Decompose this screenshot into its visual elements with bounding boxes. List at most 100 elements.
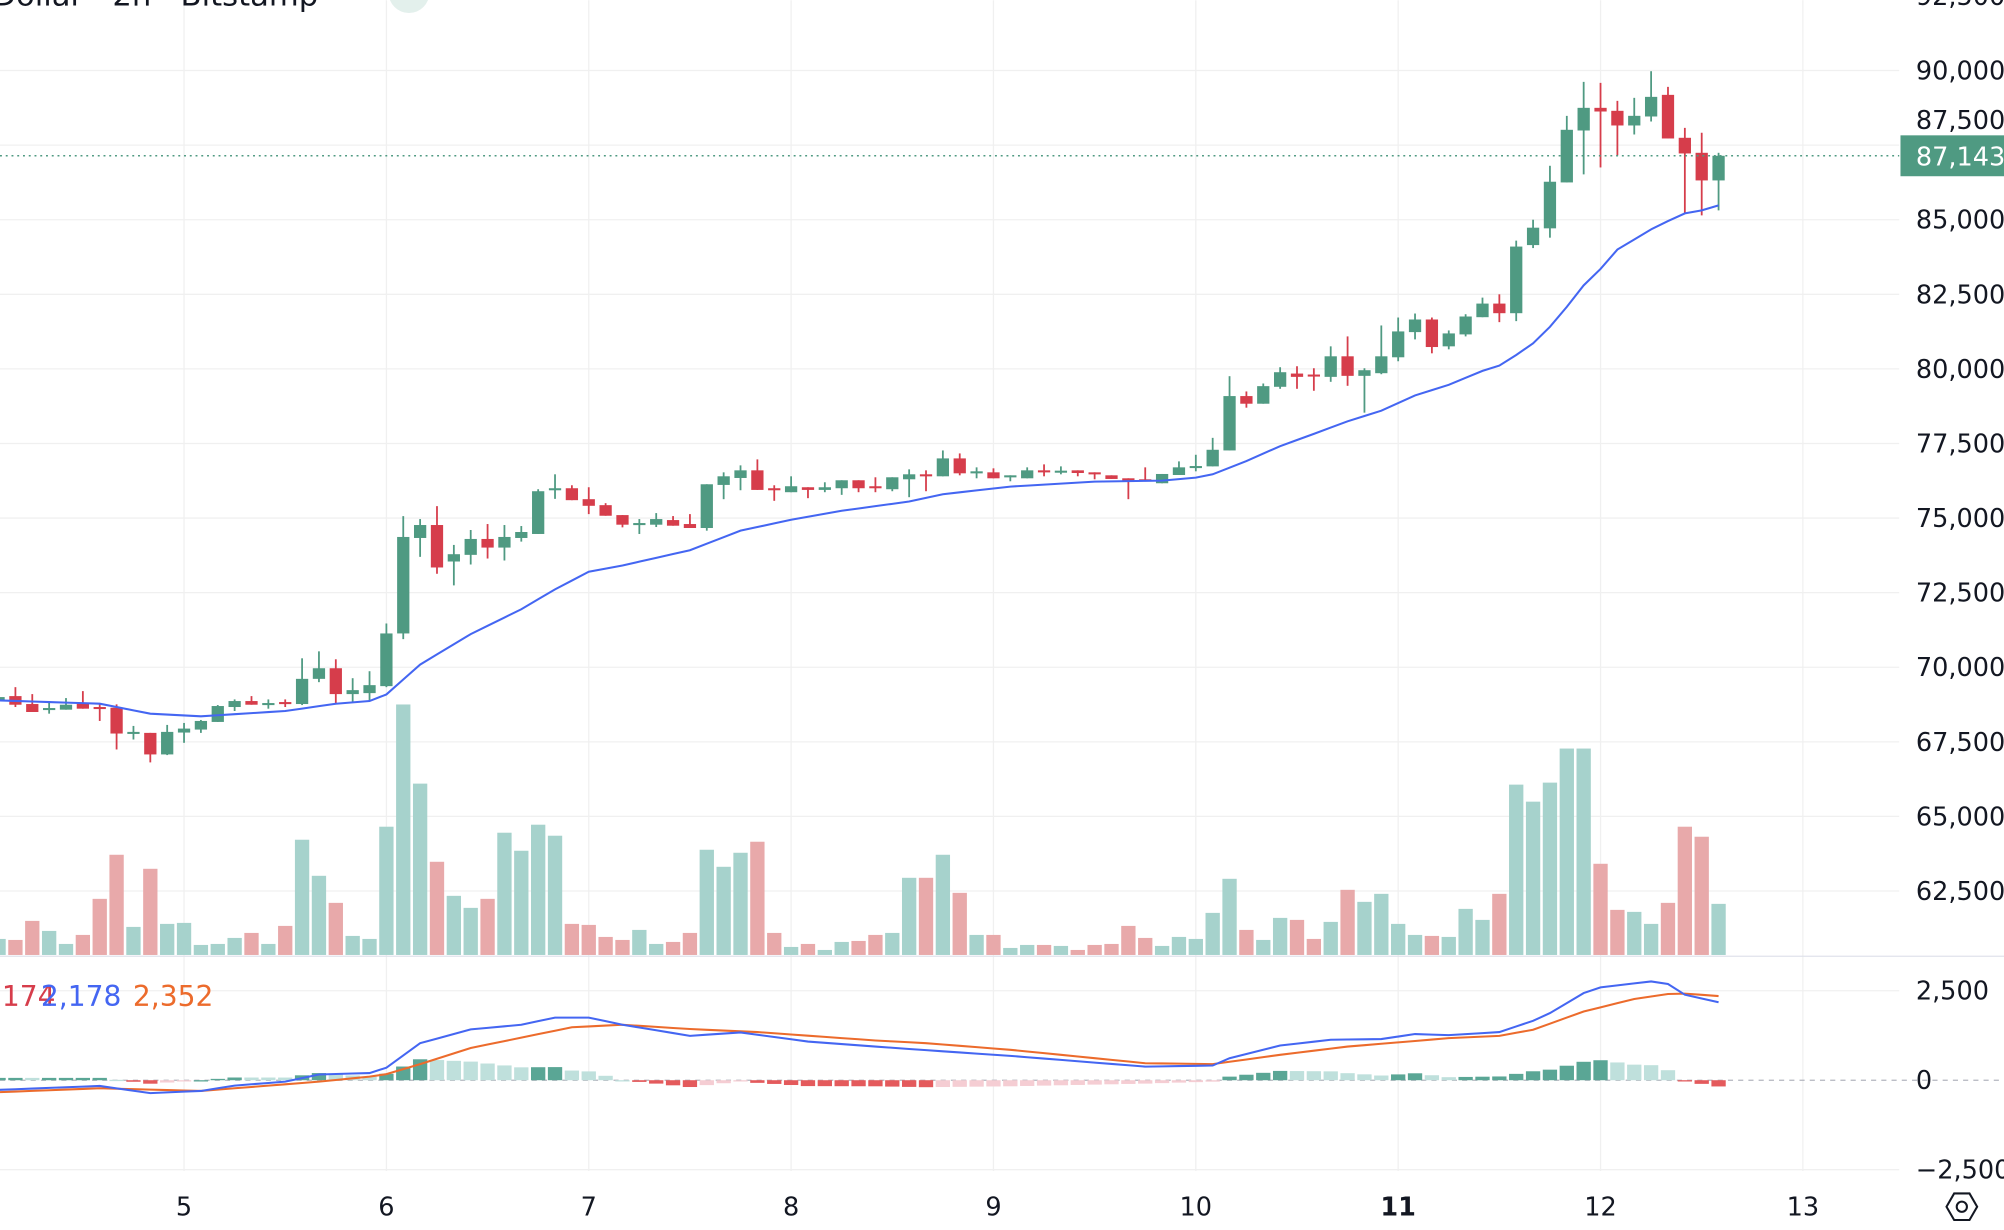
settings-hexagon-icon <box>1945 1192 1979 1222</box>
volume-bar <box>901 877 917 955</box>
volume-bar <box>1036 944 1052 955</box>
macd-histogram-bar <box>783 1080 799 1086</box>
macd-histogram-bar <box>1610 1062 1625 1081</box>
macd-histogram-bar <box>1053 1080 1069 1086</box>
volume-bar <box>1256 939 1271 955</box>
macd-histogram-bar <box>1205 1080 1220 1082</box>
volume-bar <box>1340 889 1355 955</box>
candle-body <box>903 474 916 480</box>
candle-body <box>936 458 950 477</box>
candle-body <box>616 515 629 525</box>
volume-bar <box>716 866 731 955</box>
price-axis[interactable]: 92,500 90,000 87,500 85,000 82,500 80,000 77,5… <box>1916 0 2004 907</box>
time-axis-label: 13 <box>1787 1193 1820 1223</box>
candle-body <box>548 488 562 491</box>
settings-button[interactable] <box>1945 1192 1979 1222</box>
macd-histogram-bar <box>800 1080 816 1087</box>
volume-bar <box>733 852 748 955</box>
candle-body <box>498 536 511 548</box>
volume-bar <box>800 943 816 955</box>
macd-histogram-bar <box>665 1080 681 1086</box>
candle-body <box>1021 470 1034 479</box>
macd-histogram-bar <box>1660 1070 1676 1081</box>
volume-bar <box>8 939 23 955</box>
macd-histogram-bar <box>547 1067 563 1081</box>
candle-body <box>211 706 224 722</box>
volume-bar <box>581 924 596 955</box>
macd-histogram-bar <box>767 1080 782 1084</box>
time-axis-label: 9 <box>985 1193 1001 1223</box>
candle-body <box>59 704 73 710</box>
candle-body <box>1172 467 1186 475</box>
macd-histogram-bar <box>901 1080 917 1087</box>
macd-histogram-bar <box>1020 1080 1035 1086</box>
volume-bar <box>1374 893 1389 955</box>
macd-histogram-bar <box>1357 1074 1372 1081</box>
candle-body <box>1560 129 1573 183</box>
candle-body <box>363 685 376 694</box>
time-axis-label: 11 <box>1380 1193 1416 1223</box>
macd-axis[interactable]: 2,500 0 −2,500 <box>1916 977 2004 1186</box>
volume-bar <box>328 902 343 955</box>
candle-body <box>413 525 427 538</box>
macd-histogram-bar <box>92 1077 107 1081</box>
volume-bar <box>885 932 900 955</box>
candle-body <box>1054 470 1068 473</box>
volume-bar <box>0 938 6 955</box>
macd-histogram-bar <box>935 1080 951 1088</box>
macd-histogram-bar <box>952 1080 967 1087</box>
candle-body <box>430 525 444 568</box>
candle-body <box>346 690 359 695</box>
candle-body <box>1695 152 1708 181</box>
macd-histogram-bar <box>1138 1080 1153 1084</box>
candle-body <box>1678 137 1691 154</box>
macd-pane <box>0 980 2004 1095</box>
macd-histogram-bar <box>1593 1060 1608 1081</box>
volume-bar <box>1610 909 1625 955</box>
volume-bar <box>58 943 74 955</box>
volume-bar <box>1559 748 1574 955</box>
volume-bar <box>1053 945 1069 955</box>
macd-axis-label: −2,500 <box>1916 1156 2004 1186</box>
settings-circle-icon <box>1955 1200 1968 1213</box>
macd-histogram-bar <box>851 1080 866 1087</box>
candle-body <box>1661 94 1675 139</box>
macd-histogram-bar <box>564 1070 580 1081</box>
macd-histogram-bar <box>1407 1073 1423 1081</box>
macd-histogram-bar <box>632 1080 647 1082</box>
volume-bar <box>1441 936 1456 955</box>
volume-bar <box>1205 912 1220 955</box>
volume-bar <box>1492 893 1507 955</box>
volume-bar <box>278 925 293 955</box>
macd-histogram-bar <box>1154 1080 1170 1084</box>
macd-histogram-bar <box>1711 1080 1726 1087</box>
macd-histogram-bar <box>1272 1070 1288 1081</box>
symbol-legend: Dollar · 2h · Bitstamp <box>0 0 429 13</box>
volume-bar <box>1576 748 1591 955</box>
candle-body <box>1223 396 1236 451</box>
macd-histogram-bar <box>1441 1077 1456 1081</box>
macd-histogram-bar <box>1576 1061 1591 1081</box>
macd-line <box>0 980 1719 1095</box>
volume-bar <box>193 944 209 955</box>
volume-bar <box>531 824 546 955</box>
volume-bar <box>362 938 377 955</box>
time-axis[interactable]: 5 6 7 8 9 10 11 12 13 <box>176 1193 1819 1223</box>
candle-body <box>1425 319 1439 348</box>
candle-body <box>447 554 460 562</box>
volume-bar <box>817 949 832 955</box>
price-axis-label: 82,500 <box>1916 280 2004 310</box>
volume-bar <box>1171 936 1187 955</box>
candle-body <box>717 476 730 485</box>
price-axis-label: 70,000 <box>1916 653 2004 683</box>
volume-bar <box>1660 902 1676 955</box>
candle-body <box>127 731 140 734</box>
candle-body <box>515 532 528 538</box>
volume-bar <box>160 923 175 955</box>
candles <box>0 71 1725 763</box>
macd-histogram-bar <box>143 1080 158 1084</box>
macd-histogram-bar <box>1340 1073 1355 1081</box>
macd-histogram-bar <box>261 1077 276 1081</box>
candle-body <box>1189 466 1202 469</box>
